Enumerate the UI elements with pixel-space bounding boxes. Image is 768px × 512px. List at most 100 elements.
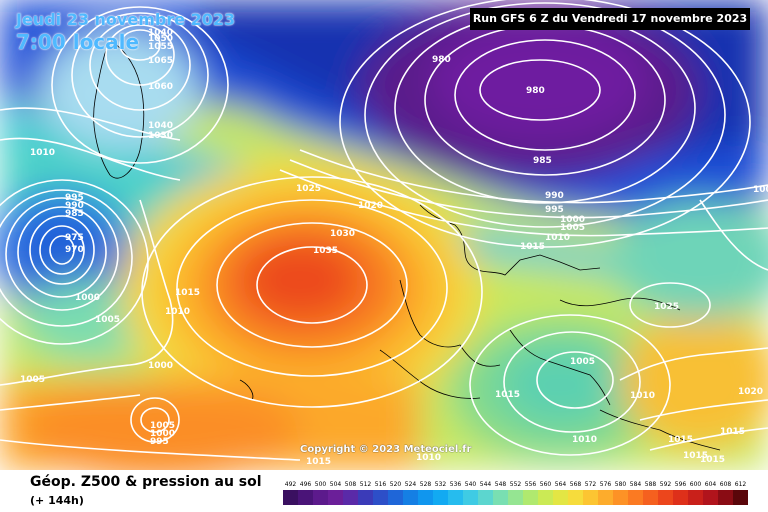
- run-title: Run GFS 6 Z du Vendredi 17 novembre 2023: [470, 8, 750, 30]
- legend-swatch: [373, 490, 388, 505]
- isobar-label: 1005: [150, 421, 175, 431]
- legend-swatch: [553, 490, 568, 505]
- legend-swatch: [658, 490, 673, 505]
- legend-swatch: [718, 490, 733, 505]
- isobar-label: 1030: [148, 131, 173, 141]
- legend-label: 520: [390, 481, 402, 488]
- legend-label: 612: [735, 481, 747, 488]
- isobar-label: 1015: [520, 242, 545, 252]
- legend-label: 556: [525, 481, 537, 488]
- legend-label: 608: [720, 481, 732, 488]
- isobar-label: 995: [150, 437, 169, 447]
- isobar-label: 980: [432, 55, 451, 65]
- isobar-label: 1020: [358, 201, 383, 211]
- legend-swatch: [583, 490, 598, 505]
- isobar-label: 1050: [148, 34, 173, 44]
- isobar-label: 1010: [630, 391, 655, 401]
- legend-swatch: [283, 490, 298, 505]
- legend-label: 548: [495, 481, 507, 488]
- legend-swatch: [508, 490, 523, 505]
- legend-label: 528: [420, 481, 432, 488]
- legend-swatch: [298, 490, 313, 505]
- legend-swatch: [493, 490, 508, 505]
- isobar-label: 1015: [720, 427, 745, 437]
- legend-swatch: [478, 490, 493, 505]
- legend-swatch: [418, 490, 433, 505]
- legend-label: 524: [405, 481, 417, 488]
- legend-label: 596: [675, 481, 687, 488]
- legend-label: 492: [285, 481, 297, 488]
- isobar-label: 1005: [753, 185, 768, 195]
- legend-label: 604: [705, 481, 717, 488]
- isobar-label: 1005: [95, 315, 120, 325]
- legend-swatch: [673, 490, 688, 505]
- isobar-labels: 1040105010551065106010401030101099599098…: [20, 28, 768, 467]
- isobar-label: 1015: [175, 288, 200, 298]
- legend-label: 516: [375, 481, 387, 488]
- isobar-label: 1010: [416, 453, 441, 463]
- legend-label: 580: [615, 481, 627, 488]
- legend-label: 600: [690, 481, 702, 488]
- isobar-label: 1015: [683, 451, 708, 461]
- isobar-label: 1010: [30, 148, 55, 158]
- isobar-label: 1015: [495, 390, 520, 400]
- legend-swatch: [388, 490, 403, 505]
- isobar-label: 1030: [330, 229, 355, 239]
- legend-label: 592: [660, 481, 672, 488]
- legend-swatch: [523, 490, 538, 505]
- isobar-label: 1025: [296, 184, 321, 194]
- isobar-label: 1010: [545, 233, 570, 243]
- legend-swatch: [703, 490, 718, 505]
- legend-label: 496: [300, 481, 312, 488]
- isobar-label: 970: [65, 245, 84, 255]
- legend-label: 572: [585, 481, 597, 488]
- legend-swatch: [313, 490, 328, 505]
- isobar-label: 995: [65, 193, 84, 203]
- isobar-label: 985: [65, 209, 84, 219]
- isobar-label: 1000: [560, 215, 585, 225]
- isobar-label: 1015: [700, 455, 725, 465]
- legend-label: 576: [600, 481, 612, 488]
- isobar-label: 1000: [150, 429, 175, 439]
- legend-label: 540: [465, 481, 477, 488]
- legend-swatch: [598, 490, 613, 505]
- isobar-label: 1055: [148, 42, 173, 52]
- legend-label: 560: [540, 481, 552, 488]
- isobar-label: 1010: [572, 435, 597, 445]
- legend-label: 504: [330, 481, 342, 488]
- isobar-label: 1005: [570, 357, 595, 367]
- color-scale-legend: 492 496 500 504 508 512 516 520 524 528 532 536 540 5…: [283, 481, 748, 505]
- isobar-label: 990: [65, 201, 84, 211]
- forecast-date: Jeudi 23 novembre 2023: [16, 10, 236, 29]
- legend-swatch: [733, 490, 748, 505]
- isobar-label: 1040: [148, 121, 173, 131]
- forecast-range: (+ 144h): [30, 494, 84, 507]
- isobar-label: 1065: [148, 56, 173, 66]
- legend-swatch: [433, 490, 448, 505]
- copyright-notice: Copyright © 2023 Meteociel.fr: [300, 444, 472, 455]
- forecast-time: 7:00 locale: [16, 30, 140, 54]
- legend-swatch: [463, 490, 478, 505]
- legend-swatch: [568, 490, 583, 505]
- legend-swatch: [538, 490, 553, 505]
- legend-swatch: [643, 490, 658, 505]
- legend-label: 552: [510, 481, 522, 488]
- legend-label: 512: [360, 481, 372, 488]
- legend-label: 588: [645, 481, 657, 488]
- legend-swatch: [688, 490, 703, 505]
- legend-label: 536: [450, 481, 462, 488]
- isobar-label: 1015: [668, 435, 693, 445]
- isobar-label: 1020: [738, 387, 763, 397]
- legend-label: 500: [315, 481, 327, 488]
- legend-swatch: [613, 490, 628, 505]
- legend-swatch: [448, 490, 463, 505]
- legend-swatch: [343, 490, 358, 505]
- isobar-label: 995: [545, 205, 564, 215]
- isobar-label: 985: [533, 156, 552, 166]
- chart-title: Géop. Z500 & pression au sol: [30, 474, 262, 490]
- isobar-label: 980: [526, 86, 545, 96]
- isobar-label: 975: [65, 233, 84, 243]
- legend-swatch: [403, 490, 418, 505]
- isobar-label: 1060: [148, 82, 173, 92]
- isobar-label: 1000: [75, 293, 100, 303]
